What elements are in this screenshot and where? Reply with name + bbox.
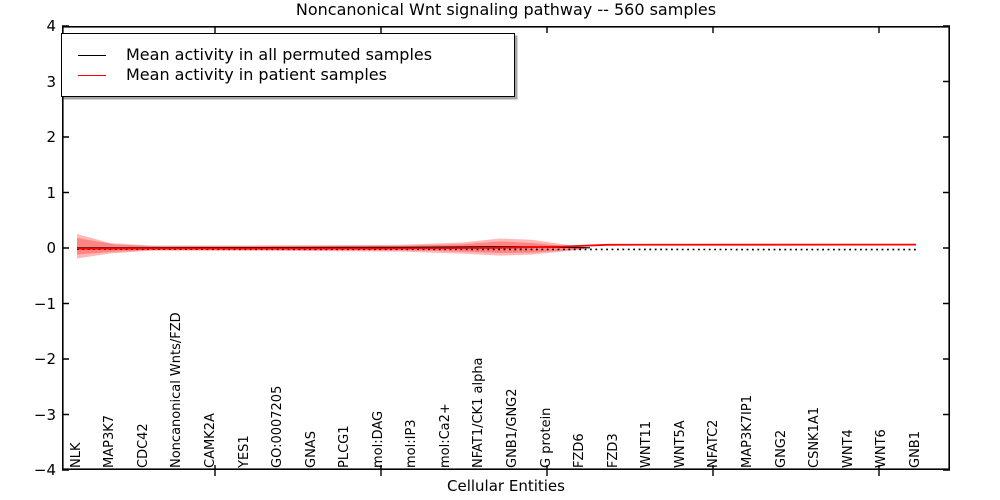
x-tick-label: FZD6	[572, 433, 588, 468]
legend-item: Mean activity in patient samples	[62, 65, 514, 85]
x-tick-label: FZD3	[605, 433, 621, 468]
activity-band-inner	[77, 238, 584, 255]
y-tick-label: −2	[33, 350, 56, 368]
legend-line-sample	[78, 54, 106, 56]
patient-mean-line	[76, 243, 917, 250]
activity-band-outer	[77, 234, 584, 259]
y-tick-label: 1	[46, 183, 56, 202]
x-tick-label: CDC42	[135, 423, 151, 468]
y-tick-label: −1	[33, 294, 56, 313]
x-tick-label: WNT5A	[672, 420, 688, 468]
legend-item-label: Mean activity in patient samples	[126, 65, 387, 84]
y-tick-label: −4	[33, 461, 56, 479]
y-tick-label: 0	[46, 239, 56, 257]
x-tick-label: WNT6	[874, 429, 890, 468]
x-tick-label: GNB1/GNG2	[505, 388, 521, 468]
y-tick-label: 4	[46, 17, 56, 35]
x-tick-label: YES1	[236, 435, 252, 468]
y-tick-label: 2	[46, 128, 56, 146]
plot-spines	[62, 26, 951, 470]
x-tick-label: MAP3K7	[102, 414, 118, 468]
x-tick-label: NLK	[68, 442, 84, 469]
x-tick-label: G protein	[538, 407, 554, 468]
x-axis-title: Cellular Entities	[447, 477, 565, 495]
x-tick-label: GNB1	[907, 431, 923, 468]
x-tick-label: WNT11	[639, 420, 655, 468]
x-tick-label: CSNK1A1	[807, 406, 823, 468]
legend-items: Mean activity in all permuted samples Mea…	[62, 45, 514, 85]
x-tick-label: NFAT1/CK1 alpha	[471, 357, 487, 468]
x-tick-label: NFATC2	[706, 419, 722, 468]
legend-line-sample	[78, 74, 106, 76]
legend-item: Mean activity in all permuted samples	[62, 45, 514, 65]
plot-area	[62, 25, 951, 476]
x-tick-label: WNT4	[840, 429, 856, 468]
x-tick-label: CAMK2A	[202, 413, 218, 468]
x-tick-label: mol:DAG	[370, 410, 386, 468]
x-tick-label: GO:0007205	[270, 385, 286, 468]
x-tick-label: PLCG1	[337, 425, 353, 468]
x-tick-label: mol:Ca2+	[437, 403, 453, 468]
y-tick-label: 3	[46, 72, 56, 91]
x-tick-label: GNG2	[773, 429, 789, 468]
y-tick-label: −3	[33, 405, 56, 424]
x-tick-label: mol:IP3	[404, 419, 420, 468]
x-tick-label: GNAS	[303, 431, 319, 468]
legend-item-label: Mean activity in all permuted samples	[126, 45, 433, 64]
legend: Mean activity in all permuted samples Mea…	[61, 33, 515, 97]
chart-title: Noncanonical Wnt signaling pathway -- 56…	[295, 0, 717, 19]
x-tick-label: Noncanonical Wnts/FZD	[169, 312, 185, 468]
chart-canvas	[62, 25, 951, 476]
x-tick-label: MAP3K7IP1	[740, 395, 755, 468]
